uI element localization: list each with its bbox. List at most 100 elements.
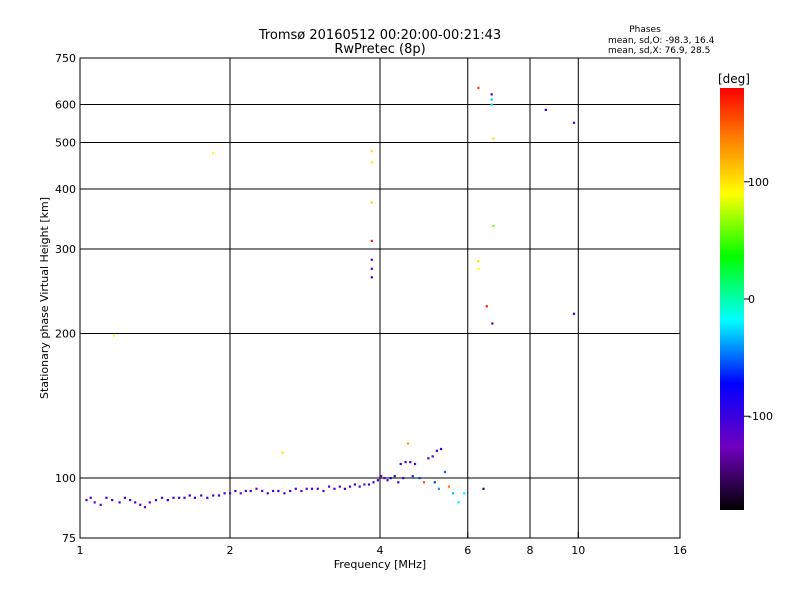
data-point bbox=[217, 494, 221, 497]
data-points bbox=[85, 86, 576, 509]
x-tick-label: 1 bbox=[77, 544, 84, 557]
data-point bbox=[294, 487, 297, 490]
y-tick-label: 200 bbox=[55, 328, 76, 341]
y-axis-label: Stationary phase Virtual Height [km] bbox=[38, 197, 51, 399]
data-point bbox=[143, 506, 147, 509]
data-point bbox=[490, 98, 493, 101]
y-tick-label: 750 bbox=[55, 52, 76, 65]
data-point bbox=[283, 492, 286, 495]
data-point bbox=[477, 260, 480, 263]
data-point bbox=[105, 496, 108, 499]
x-tick-label: 16 bbox=[673, 544, 687, 557]
data-point bbox=[490, 103, 493, 106]
data-point bbox=[338, 485, 341, 488]
data-point bbox=[370, 258, 373, 261]
x-tick-label: 10 bbox=[571, 544, 585, 557]
data-point bbox=[123, 496, 126, 499]
chart-title: Tromsø 20160512 00:20:00-00:21:43 bbox=[258, 28, 501, 43]
data-point bbox=[212, 152, 215, 155]
y-tick-labels: 75 100 200 300 400 500 600 750 bbox=[55, 52, 76, 545]
data-point bbox=[409, 461, 412, 464]
data-point bbox=[206, 496, 209, 499]
data-point bbox=[129, 499, 132, 502]
data-point bbox=[439, 447, 443, 451]
data-point bbox=[111, 499, 114, 502]
data-point bbox=[367, 483, 371, 486]
x-tick-label: 8 bbox=[527, 544, 534, 557]
data-point bbox=[261, 489, 264, 493]
data-point bbox=[413, 462, 417, 466]
colorbar-tick-label: 100 bbox=[748, 176, 769, 189]
data-point bbox=[118, 501, 121, 504]
colorbar-tick-label: -100 bbox=[748, 410, 773, 423]
data-point bbox=[427, 457, 430, 460]
stats-x-line: mean, sd,X: 76.9, 28.5 bbox=[608, 46, 710, 56]
colorbar-ticks: 100 0 -100 bbox=[744, 176, 773, 423]
data-point bbox=[404, 461, 407, 464]
chart-subtitle: RwPretec (8p) bbox=[334, 42, 425, 57]
data-point bbox=[172, 496, 175, 499]
data-point bbox=[160, 496, 164, 499]
data-point bbox=[402, 477, 405, 480]
data-point bbox=[482, 487, 485, 490]
data-point bbox=[343, 487, 346, 490]
data-point bbox=[463, 492, 466, 495]
data-point bbox=[166, 499, 169, 502]
data-point bbox=[411, 475, 414, 478]
data-point bbox=[300, 489, 303, 493]
data-point bbox=[422, 481, 426, 484]
data-point bbox=[443, 470, 447, 474]
data-point bbox=[244, 489, 247, 493]
data-point bbox=[178, 496, 181, 499]
data-point bbox=[447, 485, 451, 488]
data-point bbox=[93, 501, 96, 504]
colorbar-label: [deg] bbox=[718, 72, 750, 86]
data-point bbox=[372, 481, 375, 484]
data-point bbox=[451, 492, 454, 495]
data-point bbox=[383, 477, 386, 480]
data-point bbox=[229, 492, 232, 495]
y-tick-label: 75 bbox=[62, 532, 76, 545]
data-point bbox=[363, 483, 366, 486]
data-point bbox=[223, 492, 226, 495]
data-point bbox=[380, 475, 383, 478]
data-point bbox=[212, 494, 215, 497]
data-point bbox=[154, 499, 158, 502]
data-point bbox=[457, 501, 460, 504]
data-point bbox=[397, 481, 400, 484]
colorbar-tick-label: 0 bbox=[748, 293, 755, 306]
data-point bbox=[370, 201, 373, 204]
data-point bbox=[234, 489, 237, 493]
data-point bbox=[239, 492, 242, 495]
data-point bbox=[435, 449, 438, 452]
data-point bbox=[281, 451, 284, 454]
data-point bbox=[322, 489, 325, 493]
data-point bbox=[406, 442, 410, 445]
data-point bbox=[289, 489, 292, 493]
x-axis-label: Frequency [MHz] bbox=[334, 558, 426, 571]
colorbar bbox=[720, 88, 744, 510]
data-point bbox=[134, 501, 137, 504]
data-point bbox=[188, 494, 191, 497]
data-point bbox=[492, 137, 495, 140]
data-point bbox=[316, 487, 319, 490]
data-point bbox=[255, 487, 258, 490]
y-tick-label: 500 bbox=[55, 137, 76, 150]
x-tick-label: 2 bbox=[227, 544, 234, 557]
data-point bbox=[249, 489, 252, 493]
data-point bbox=[266, 492, 269, 495]
data-point bbox=[277, 489, 280, 493]
data-point bbox=[485, 305, 488, 308]
data-point bbox=[490, 93, 493, 96]
data-point bbox=[370, 161, 373, 164]
data-point bbox=[200, 494, 203, 497]
data-point bbox=[193, 496, 196, 499]
stats-o-line: mean, sd,O: -98.3, 16.4 bbox=[608, 36, 715, 46]
data-point bbox=[113, 334, 116, 337]
data-point bbox=[389, 477, 392, 480]
data-point bbox=[572, 121, 576, 124]
data-point bbox=[358, 485, 361, 488]
data-point bbox=[310, 487, 314, 490]
data-point bbox=[386, 479, 389, 482]
data-point bbox=[572, 312, 576, 315]
